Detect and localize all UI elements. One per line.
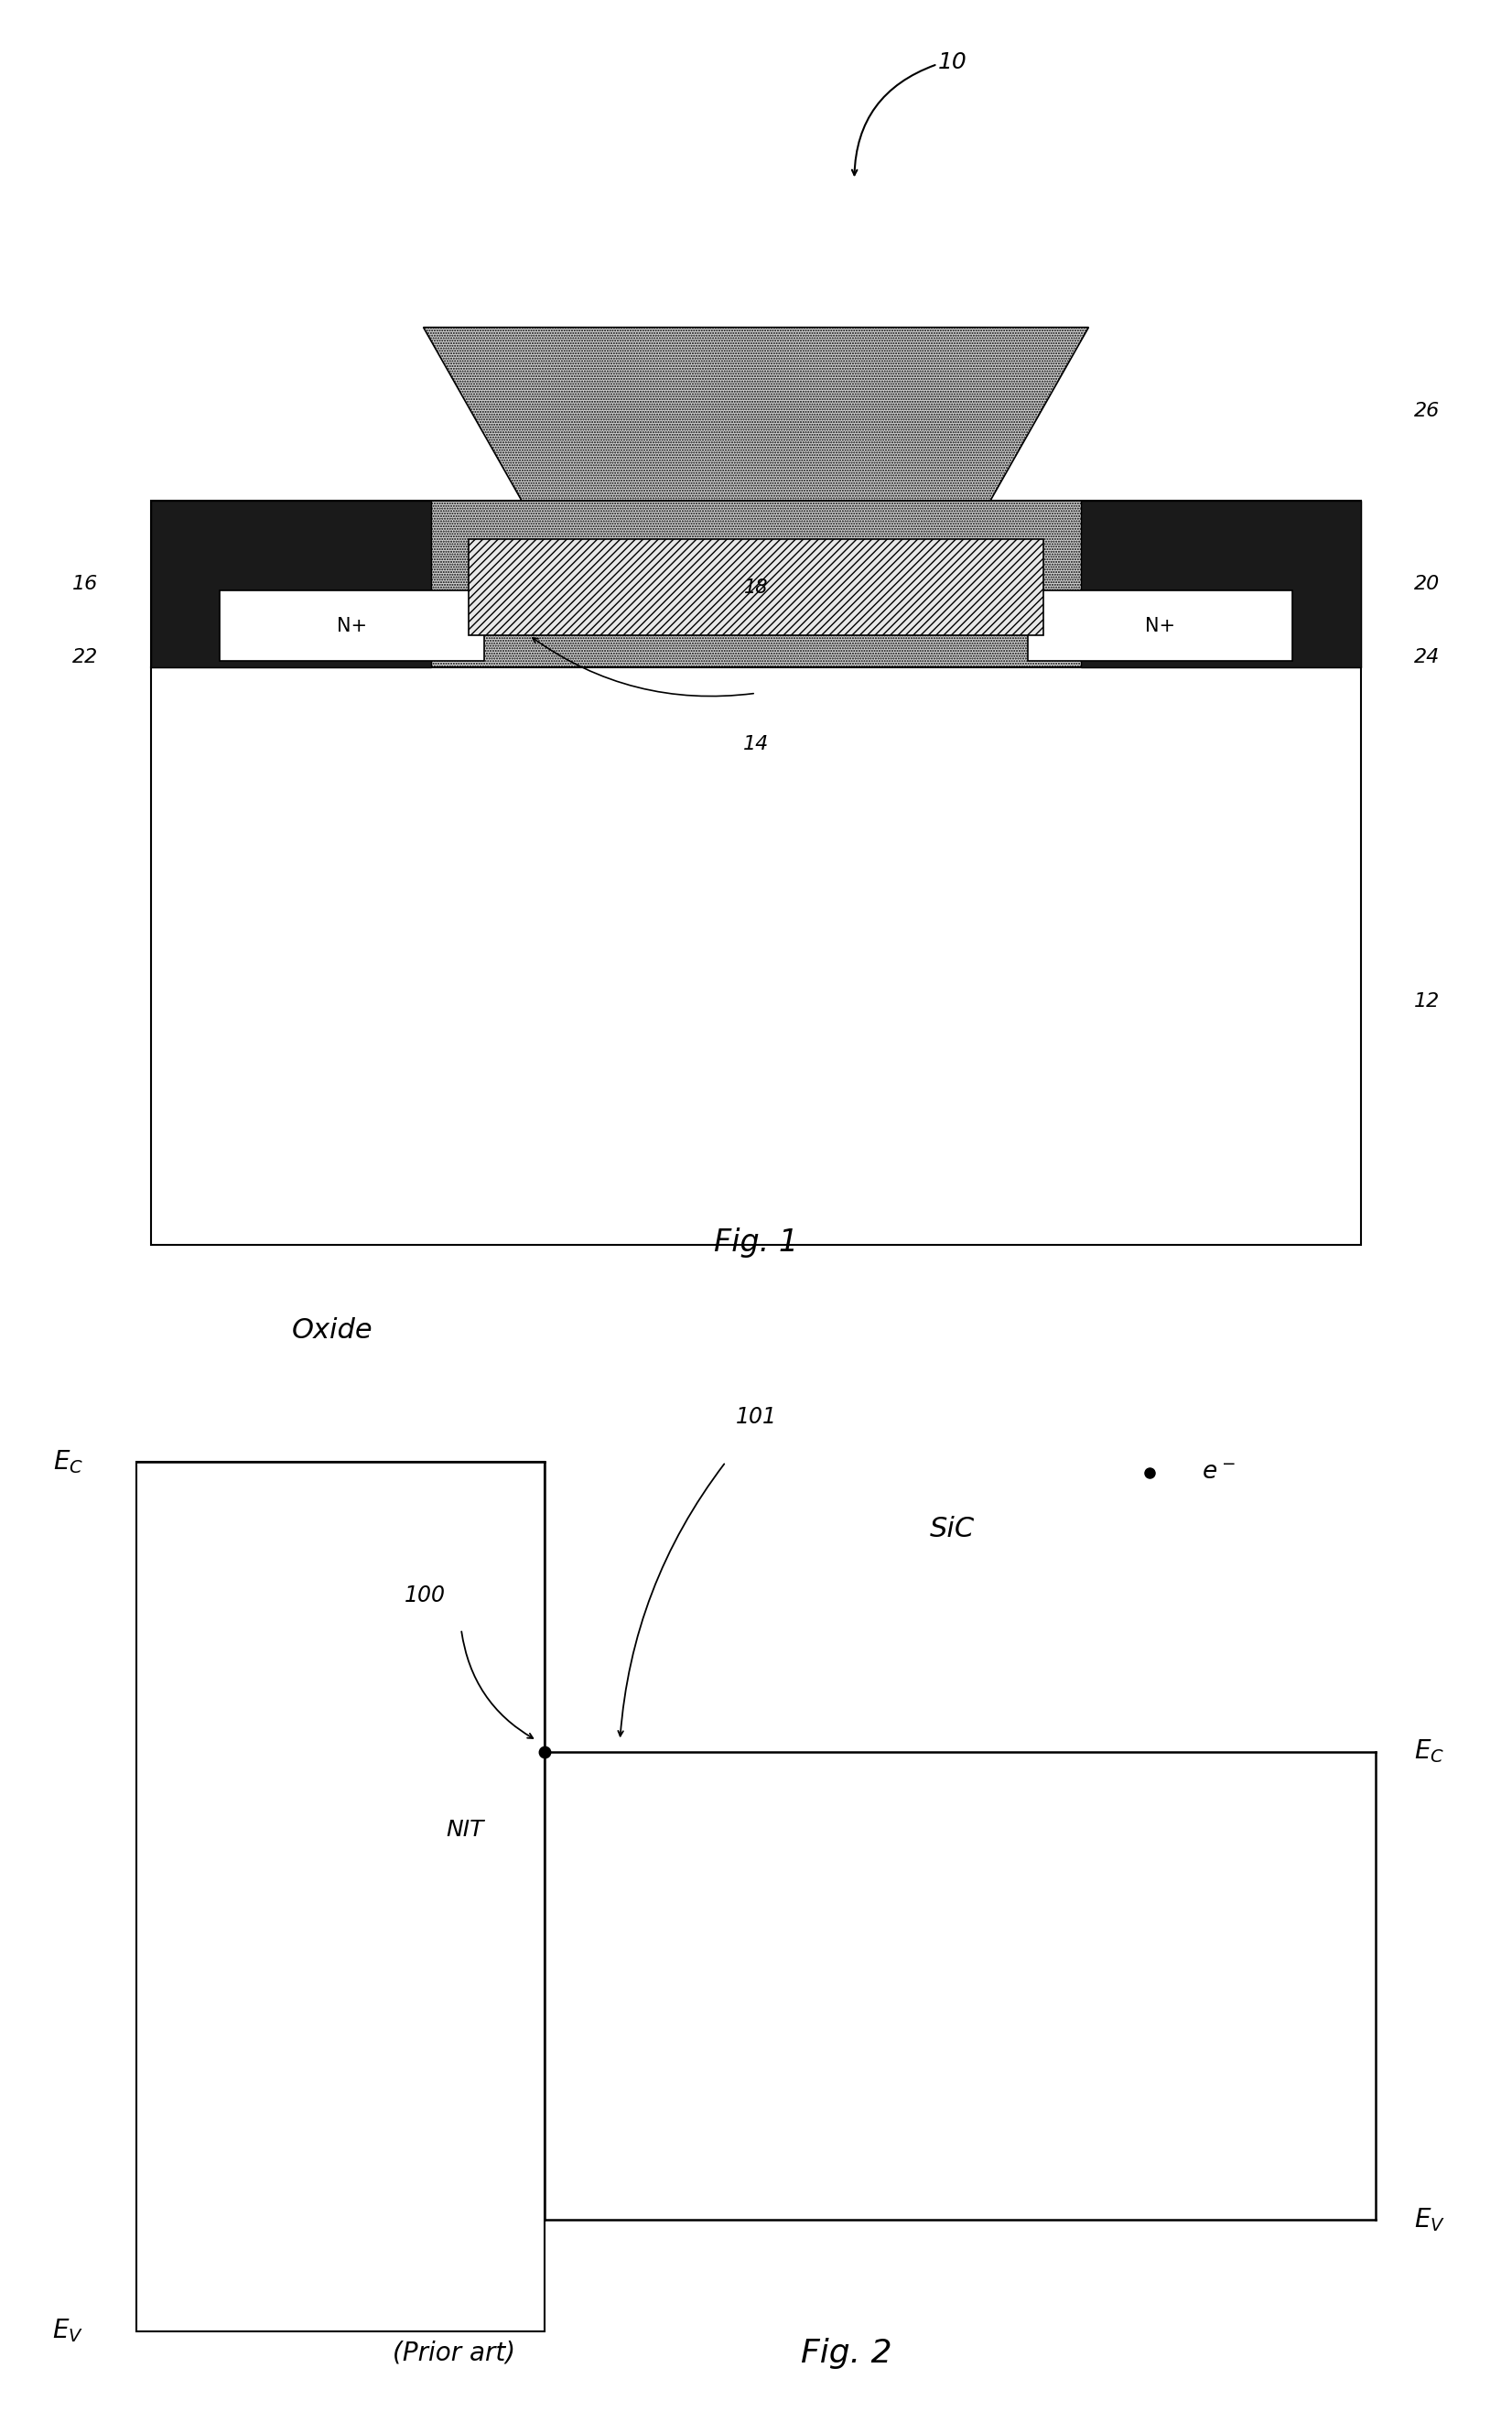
Text: 18: 18 [744,579,768,596]
Text: Fig. 2: Fig. 2 [801,2337,892,2369]
Text: 100: 100 [405,1584,446,1606]
Text: NIT: NIT [446,1819,484,1841]
Text: 20: 20 [1414,574,1439,593]
Text: 26: 26 [1414,402,1439,419]
Text: 14: 14 [742,736,770,753]
Text: 10: 10 [937,51,968,73]
Bar [151,501,431,668]
Text: (Prior art): (Prior art) [392,2340,516,2366]
Bar [469,540,1043,635]
Text: 16: 16 [73,574,98,593]
Text: SiC: SiC [930,1516,975,1543]
Text: $E_V$: $E_V$ [1414,2206,1445,2233]
Text: Oxide: Oxide [292,1318,373,1344]
Text: $e^-$: $e^-$ [1202,1460,1235,1485]
Bar [1081,501,1361,668]
Text: 101: 101 [735,1407,777,1429]
Text: N+: N+ [336,618,367,635]
Bar [219,591,484,661]
Text: $E_C$: $E_C$ [1414,1739,1444,1766]
Text: 12: 12 [1414,993,1439,1010]
Text: Fig. 1: Fig. 1 [714,1228,798,1257]
Polygon shape [423,327,1089,501]
Text: 22: 22 [73,649,98,666]
Text: $E_V$: $E_V$ [51,2318,83,2344]
Bar [151,501,1361,668]
Bar [1028,591,1293,661]
Text: $E_C$: $E_C$ [53,1448,83,1475]
Text: N+: N+ [1145,618,1176,635]
Bar [136,1463,544,2330]
Bar [151,668,1361,1245]
Text: 24: 24 [1414,649,1439,666]
